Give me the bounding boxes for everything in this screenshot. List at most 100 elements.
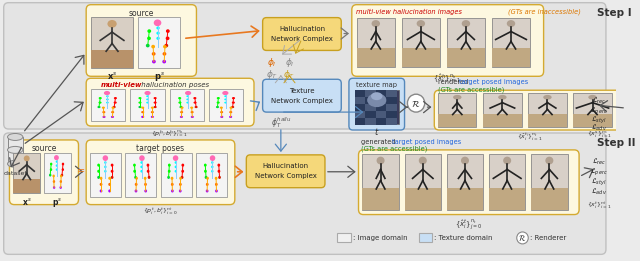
Ellipse shape (179, 106, 182, 108)
Text: $\mathcal{L}_{adv}$: $\mathcal{L}_{adv}$ (591, 187, 607, 197)
Text: Texture: Texture (289, 88, 315, 94)
Ellipse shape (147, 37, 151, 40)
Ellipse shape (108, 177, 111, 180)
Ellipse shape (371, 92, 383, 100)
Ellipse shape (152, 52, 156, 56)
Text: source: source (31, 144, 57, 153)
Ellipse shape (179, 189, 182, 193)
Ellipse shape (166, 29, 170, 33)
Ellipse shape (134, 189, 138, 193)
Ellipse shape (151, 106, 154, 109)
Bar (91, 17, 133, 68)
Ellipse shape (229, 116, 232, 118)
Ellipse shape (229, 111, 232, 113)
Text: $\mathbf{p}^s$: $\mathbf{p}^s$ (154, 70, 164, 83)
FancyBboxPatch shape (86, 140, 235, 205)
Text: $\mathcal{L}_{rec}$: $\mathcal{L}_{rec}$ (592, 157, 607, 167)
Ellipse shape (139, 155, 145, 161)
Ellipse shape (175, 161, 177, 164)
FancyBboxPatch shape (4, 133, 606, 254)
Ellipse shape (102, 111, 106, 113)
Ellipse shape (102, 106, 105, 109)
Bar (376, 118, 387, 125)
FancyBboxPatch shape (352, 5, 543, 76)
Text: target posed images: target posed images (392, 139, 461, 145)
Bar (196, 153, 227, 197)
Ellipse shape (168, 164, 171, 167)
Bar (404, 154, 441, 210)
Bar (355, 90, 365, 97)
Ellipse shape (180, 116, 183, 118)
Ellipse shape (102, 116, 106, 118)
Ellipse shape (147, 170, 150, 173)
Ellipse shape (498, 95, 507, 100)
Bar (531, 154, 568, 210)
Ellipse shape (108, 189, 111, 193)
Text: generated: generated (362, 139, 398, 145)
Ellipse shape (205, 176, 207, 179)
Ellipse shape (144, 189, 147, 193)
Ellipse shape (144, 177, 147, 180)
Bar (356, 49, 395, 67)
Bar (447, 154, 483, 210)
Ellipse shape (100, 177, 102, 180)
Bar (492, 49, 530, 67)
Ellipse shape (232, 97, 235, 99)
Text: Hallucination: Hallucination (262, 163, 308, 169)
Ellipse shape (216, 106, 219, 108)
Ellipse shape (156, 32, 160, 35)
Ellipse shape (215, 189, 218, 193)
Ellipse shape (61, 174, 63, 176)
Ellipse shape (367, 93, 387, 107)
Text: Network Complex: Network Complex (255, 173, 317, 179)
Ellipse shape (61, 168, 64, 171)
Bar (531, 188, 568, 210)
Ellipse shape (151, 111, 154, 113)
Bar (387, 90, 397, 97)
Ellipse shape (164, 44, 168, 48)
Ellipse shape (171, 189, 174, 193)
Text: $\mathcal{R}$: $\mathcal{R}$ (412, 98, 420, 109)
Ellipse shape (49, 174, 51, 176)
Bar (387, 97, 397, 104)
Ellipse shape (52, 180, 55, 183)
FancyBboxPatch shape (86, 5, 196, 76)
Ellipse shape (156, 26, 160, 29)
FancyBboxPatch shape (435, 90, 626, 130)
Ellipse shape (461, 20, 470, 27)
Ellipse shape (190, 106, 193, 109)
Ellipse shape (60, 175, 62, 177)
Bar (492, 17, 530, 67)
Ellipse shape (419, 157, 427, 164)
Ellipse shape (211, 165, 214, 168)
Text: texture map: texture map (356, 82, 397, 88)
FancyBboxPatch shape (262, 17, 341, 50)
Text: (GTs are accessible): (GTs are accessible) (438, 86, 504, 93)
Ellipse shape (140, 165, 143, 168)
Ellipse shape (218, 170, 220, 173)
Ellipse shape (186, 98, 189, 100)
Ellipse shape (180, 176, 184, 179)
Ellipse shape (97, 106, 100, 108)
Text: multi-view hallucination images: multi-view hallucination images (356, 9, 464, 15)
FancyBboxPatch shape (358, 150, 579, 215)
Bar (387, 118, 397, 125)
Bar (483, 114, 522, 127)
Ellipse shape (141, 111, 144, 113)
Text: $\mathcal{L}_{adv}$: $\mathcal{L}_{adv}$ (591, 123, 607, 133)
Ellipse shape (138, 102, 141, 104)
Bar (447, 17, 485, 67)
Bar (138, 17, 180, 68)
Ellipse shape (214, 177, 218, 180)
Bar (337, 233, 351, 242)
Ellipse shape (503, 157, 511, 164)
Ellipse shape (135, 177, 138, 180)
Ellipse shape (145, 91, 150, 95)
Text: $\mathbf{x}^s$: $\mathbf{x}^s$ (22, 196, 31, 207)
Ellipse shape (146, 95, 149, 97)
Ellipse shape (154, 102, 157, 104)
Text: $\mathcal{R}$: $\mathcal{R}$ (518, 233, 527, 243)
Ellipse shape (186, 95, 189, 97)
Ellipse shape (220, 116, 223, 118)
Ellipse shape (211, 170, 214, 173)
